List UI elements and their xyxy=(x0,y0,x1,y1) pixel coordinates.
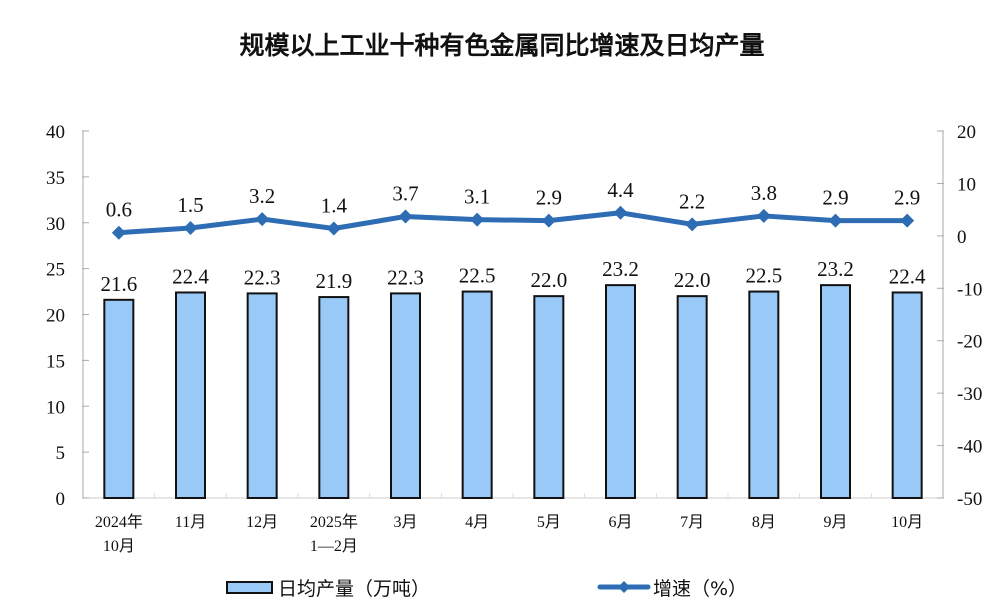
line-value-label: 2.2 xyxy=(679,189,705,213)
line-marker-diamond xyxy=(541,213,556,228)
line-value-label: 3.2 xyxy=(249,184,275,208)
left-axis-tick: 40 xyxy=(46,122,65,143)
line-value-label: 4.4 xyxy=(607,178,634,202)
left-axis-tick: 25 xyxy=(46,260,65,281)
left-axis-tick: 15 xyxy=(46,351,65,372)
x-category-label: 9月 xyxy=(823,514,847,531)
right-axis-tick: 10 xyxy=(957,174,976,195)
x-category-label: 4月 xyxy=(465,514,489,531)
bar xyxy=(103,298,135,499)
line-value-label: 1.4 xyxy=(321,194,348,218)
left-axis-tick: 20 xyxy=(46,306,65,327)
line-value-label: 1.5 xyxy=(177,193,203,217)
right-axis-tick: 20 xyxy=(957,122,976,143)
line-marker-diamond xyxy=(398,209,413,224)
legend-diamond-icon xyxy=(618,581,630,593)
line-value-label: 0.6 xyxy=(106,198,132,222)
line-value-label: 2.9 xyxy=(822,186,848,210)
bar-value-label: 23.2 xyxy=(602,257,639,281)
right-axis-tick: -30 xyxy=(957,384,982,405)
x-category-label: 7月 xyxy=(680,514,704,531)
bar xyxy=(891,291,923,500)
line-value-label: 3.8 xyxy=(751,181,777,205)
x-category-label: 6月 xyxy=(608,514,632,531)
left-axis-tick: 5 xyxy=(56,443,66,464)
x-category-label: 3月 xyxy=(393,514,417,531)
right-axis-tick: 0 xyxy=(957,227,967,248)
line-marker-diamond xyxy=(470,212,485,227)
left-axis-tick: 10 xyxy=(46,397,65,418)
x-category-label: 2024年 xyxy=(95,513,143,531)
left-axis-tick: 0 xyxy=(56,489,66,510)
bar-value-label: 22.0 xyxy=(674,268,711,292)
x-category-label: 11月 xyxy=(175,514,206,531)
line-marker-diamond xyxy=(255,212,270,227)
bar xyxy=(748,290,780,499)
x-category-label: 12月 xyxy=(246,514,278,531)
bar-value-label: 21.6 xyxy=(100,272,137,296)
chart-title: 规模以上工业十种有色金属同比增速及日均产量 xyxy=(239,31,765,60)
bar xyxy=(461,290,493,499)
bar-value-label: 22.5 xyxy=(745,264,782,288)
bar xyxy=(246,292,278,499)
x-category-label: 1—2月 xyxy=(310,538,358,555)
bar-value-label: 22.4 xyxy=(889,264,926,288)
legend-line-label: 增速（%） xyxy=(653,578,747,600)
left-axis-tick: 35 xyxy=(46,168,65,189)
bar xyxy=(175,291,206,500)
line-marker-diamond xyxy=(756,208,771,223)
line-marker-diamond xyxy=(900,213,915,228)
line-value-label: 3.7 xyxy=(392,181,418,205)
bar xyxy=(676,295,708,499)
line-value-label: 3.1 xyxy=(464,185,490,209)
bar xyxy=(533,295,565,499)
growth-line xyxy=(118,210,908,236)
line-marker-diamond xyxy=(326,221,341,236)
line-marker-diamond xyxy=(111,225,126,240)
legend-bar-label: 日均产量（万吨） xyxy=(278,578,430,600)
bar-value-label: 22.0 xyxy=(530,268,567,292)
bar-value-label: 22.4 xyxy=(172,264,209,288)
x-category-label: 10月 xyxy=(103,538,135,555)
bar-value-label: 22.5 xyxy=(459,264,496,288)
bar xyxy=(820,284,851,500)
bar-value-label: 22.3 xyxy=(244,265,281,289)
right-axis-tick: -10 xyxy=(957,279,982,300)
line-value-label: 2.9 xyxy=(894,186,920,210)
line-value-label: 2.9 xyxy=(536,186,562,210)
line-marker-diamond xyxy=(613,205,628,220)
right-axis-tick: -20 xyxy=(957,332,982,353)
bar xyxy=(318,296,350,499)
x-category-label: 5月 xyxy=(537,514,561,531)
line-marker-diamond xyxy=(685,217,700,232)
right-axis-tick: -40 xyxy=(957,437,982,458)
bar-value-label: 23.2 xyxy=(817,257,854,281)
x-category-label: 10月 xyxy=(891,514,923,531)
x-category-label: 8月 xyxy=(752,514,776,531)
left-axis-tick: 30 xyxy=(46,214,65,235)
right-axis-tick: -50 xyxy=(957,489,982,510)
bar-value-label: 22.3 xyxy=(387,265,424,289)
x-category-label: 2025年 xyxy=(310,513,358,531)
bar-value-label: 21.9 xyxy=(315,269,352,293)
legend-bar-swatch xyxy=(226,581,273,594)
bar xyxy=(605,284,636,500)
line-marker-diamond xyxy=(828,213,843,228)
line-marker-diamond xyxy=(183,220,198,235)
bar xyxy=(390,292,421,499)
